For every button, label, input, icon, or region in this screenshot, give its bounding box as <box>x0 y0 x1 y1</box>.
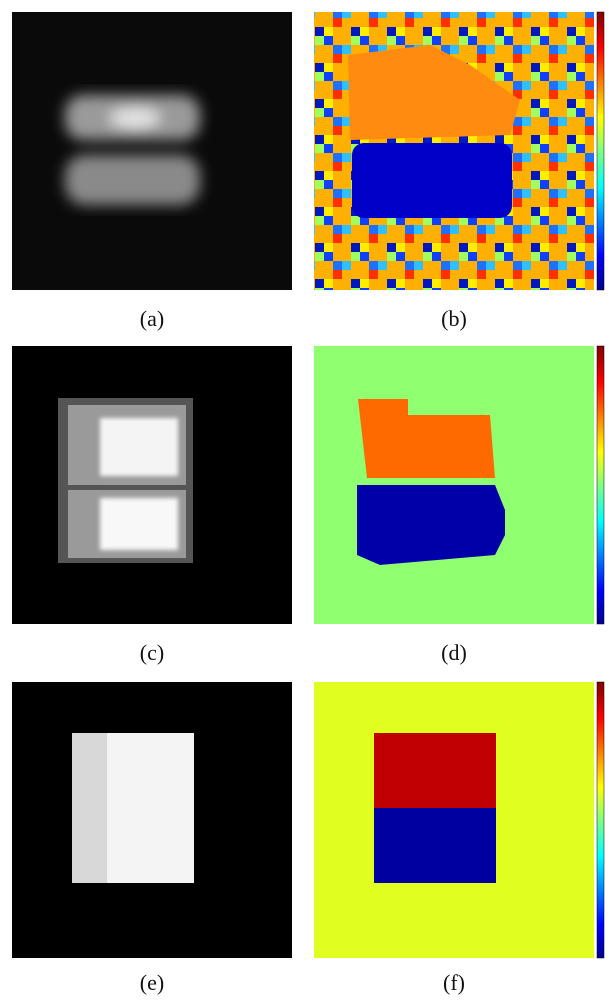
panel-b <box>314 11 605 291</box>
panel-c <box>12 346 292 624</box>
caption: (e) <box>140 970 164 995</box>
panel-f <box>314 681 605 959</box>
panel-e <box>12 682 292 958</box>
panel-d <box>314 345 605 625</box>
caption: (d) <box>441 640 467 665</box>
caption: (f) <box>443 970 465 995</box>
caption: (c) <box>140 640 164 665</box>
caption: (a) <box>140 306 164 331</box>
panel-a <box>12 12 292 290</box>
caption: (b) <box>441 306 467 331</box>
